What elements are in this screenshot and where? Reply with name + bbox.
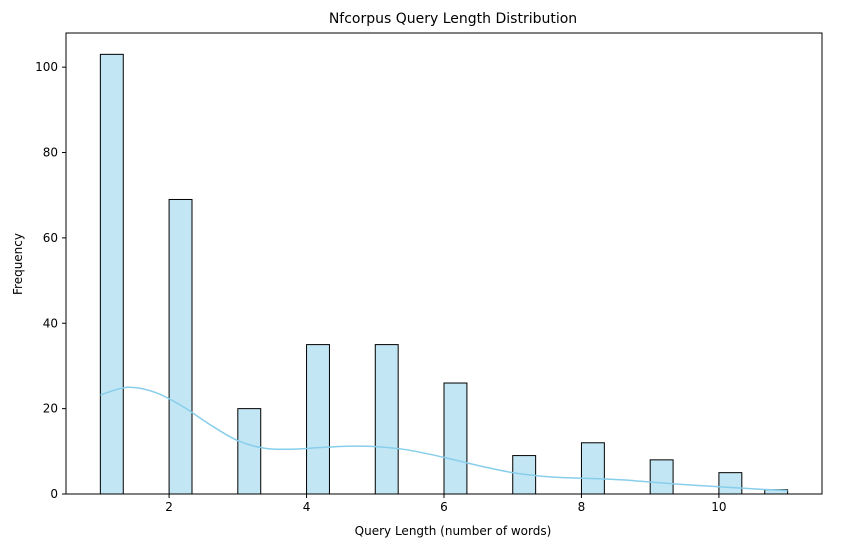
chart-title: Nfcorpus Query Length Distribution: [329, 11, 577, 27]
histogram-bar: [168, 198, 193, 495]
x-tick-label: 10: [711, 500, 726, 514]
histogram-bar: [374, 344, 399, 495]
histogram-bar: [718, 472, 743, 495]
y-tick-label: 20: [43, 402, 58, 416]
x-axis-ticks: 2 4 6 8 10: [165, 494, 727, 514]
x-tick-label: 8: [578, 500, 586, 514]
y-tick-label: 80: [43, 146, 58, 160]
x-axis-label: Query Length (number of words): [355, 524, 552, 538]
x-tick-label: 2: [165, 500, 173, 514]
histogram-bar: [443, 382, 468, 495]
y-tick-label: 100: [35, 60, 58, 74]
y-tick-label: 60: [43, 231, 58, 245]
kde-curve: [100, 386, 788, 492]
x-tick-label: 4: [303, 500, 311, 514]
histogram-bar: [580, 442, 605, 495]
y-axis-label: Frequency: [11, 233, 25, 295]
x-tick-label: 6: [440, 500, 448, 514]
y-tick-label: 40: [43, 316, 58, 330]
y-axis-ticks: 0 20 40 60 80 100: [35, 60, 66, 501]
histogram-bar: [649, 459, 674, 495]
histogram-bar: [237, 408, 262, 495]
bars-group: [99, 53, 789, 495]
histogram-bar: [99, 53, 124, 495]
histogram-bar: [306, 344, 330, 495]
y-tick-label: 0: [50, 487, 58, 501]
